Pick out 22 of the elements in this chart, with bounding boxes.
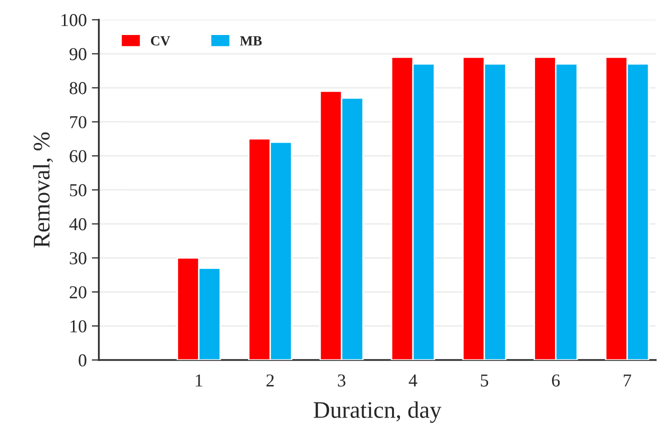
x-tick-label: 5 xyxy=(480,374,488,387)
y-tick-label: 0 xyxy=(78,354,86,366)
y-tick-label: 40 xyxy=(69,218,86,230)
y-tick-label: 100 xyxy=(62,14,86,26)
y-tick-label: 90 xyxy=(70,48,86,60)
x-tick-label: 4 xyxy=(408,374,418,386)
x-tick-label: 1 xyxy=(196,374,202,386)
x-tick-label: 6 xyxy=(552,374,560,387)
y-tick-label: 10 xyxy=(70,320,86,332)
y-tick-label: 80 xyxy=(70,82,86,94)
y-tick-label: 30 xyxy=(70,252,86,264)
y-axis-title: Removal, % xyxy=(32,132,54,248)
y-tick-label: 50 xyxy=(70,184,86,196)
x-tick-label: 7 xyxy=(624,374,632,386)
x-axis-title: Duraticn, day xyxy=(314,401,442,423)
y-tick-label: 70 xyxy=(70,116,86,128)
y-tick-label: 60 xyxy=(70,150,86,162)
legend-label: CV xyxy=(150,36,170,46)
legend-label: MB xyxy=(240,36,262,46)
x-tick-label: 2 xyxy=(266,374,274,386)
y-tick-label: 20 xyxy=(70,286,86,298)
x-tick-label: 3 xyxy=(338,374,346,387)
